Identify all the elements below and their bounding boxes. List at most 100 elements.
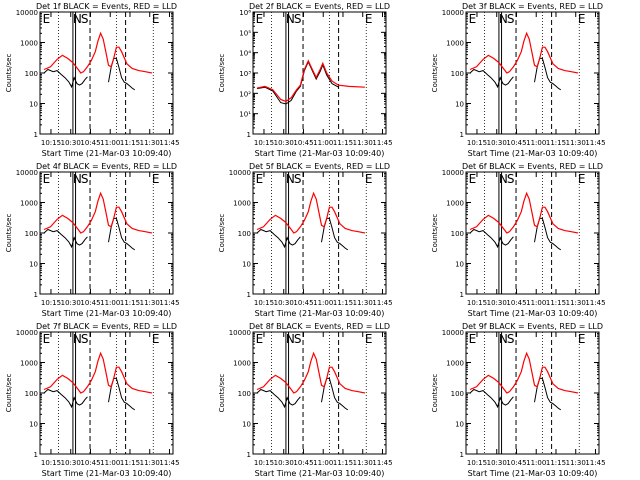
x-tick-label: 11:00 — [313, 139, 333, 147]
panel-det-6f: Det 6f BLACK = Events, RED = LLD Counts/… — [431, 162, 606, 318]
x-tick-label: 11:15 — [546, 459, 566, 467]
series-line-lld — [256, 191, 366, 234]
x-tick-label: 11:30 — [353, 459, 373, 467]
panel-title: Det 2f BLACK = Events, RED = LLD — [249, 2, 390, 11]
y-tick-label: 10000 — [16, 169, 38, 177]
x-axis-label: Start Time (21-Mar-03 10:09:40) — [255, 149, 385, 158]
y-tick-label: 10 — [29, 101, 38, 109]
y-tick-label: 100 — [238, 390, 251, 398]
series-line-lld — [43, 191, 153, 234]
panel-title: Det 5f BLACK = Events, RED = LLD — [249, 162, 390, 171]
y-tick-label: 1 — [460, 451, 464, 459]
x-axis-label: Start Time (21-Mar-03 10:09:40) — [468, 149, 598, 158]
x-tick-label: 11:00 — [100, 299, 120, 307]
y-tick-label: 10000 — [442, 169, 464, 177]
x-tick-label: 10:30 — [274, 299, 294, 307]
y-tick-label: 10¹ — [239, 111, 251, 119]
y-axis-label: Counts/sec — [218, 214, 226, 253]
y-tick-label: 1000 — [446, 40, 464, 48]
marker-label: E — [43, 12, 51, 26]
marker-label: N — [73, 12, 82, 26]
marker-label: E — [578, 12, 586, 26]
y-tick-label: 10² — [239, 90, 251, 98]
x-tick-label: 10:45 — [293, 459, 313, 467]
panel-title: Det 3f BLACK = Events, RED = LLD — [462, 2, 603, 11]
y-tick-label: 1 — [34, 451, 38, 459]
y-tick-label: 1 — [34, 291, 38, 299]
x-tick-label: 10:30 — [61, 139, 81, 147]
marker-label: S — [81, 12, 89, 26]
y-tick-label: 10⁵ — [239, 29, 251, 37]
series-line-lld — [256, 351, 366, 394]
x-tick-label: 10:15 — [254, 139, 274, 147]
series-line-lld — [43, 351, 153, 394]
y-tick-label: 10 — [455, 101, 464, 109]
marker-label: S — [507, 332, 515, 346]
x-tick-label: 11:45 — [585, 299, 605, 307]
y-tick-label: 1000 — [446, 360, 464, 368]
x-tick-label: 11:30 — [140, 299, 160, 307]
series-line-lld — [469, 191, 579, 234]
marker-label: E — [43, 172, 51, 186]
panel-title: Det 4f BLACK = Events, RED = LLD — [36, 162, 177, 171]
x-tick-label: 11:30 — [566, 139, 586, 147]
x-tick-label: 10:45 — [80, 139, 100, 147]
y-tick-label: 1 — [460, 291, 464, 299]
marker-label: N — [286, 172, 295, 186]
marker-label: N — [286, 332, 295, 346]
x-tick-label: 11:15 — [120, 299, 140, 307]
x-tick-label: 11:00 — [526, 299, 546, 307]
x-tick-label: 10:15 — [41, 459, 61, 467]
y-tick-label: 10⁴ — [239, 50, 251, 58]
x-tick-label: 11:15 — [333, 459, 353, 467]
series-line-events — [256, 60, 339, 105]
panel-det-7f: Det 7f BLACK = Events, RED = LLD Counts/… — [5, 322, 180, 478]
marker-label: N — [286, 12, 295, 26]
x-tick-label: 10:30 — [61, 459, 81, 467]
x-axis-label: Start Time (21-Mar-03 10:09:40) — [42, 309, 172, 318]
x-tick-label: 11:15 — [333, 139, 353, 147]
x-tick-label: 10:15 — [467, 459, 487, 467]
marker-label: S — [81, 172, 89, 186]
x-tick-label: 11:30 — [140, 139, 160, 147]
x-tick-label: 10:15 — [254, 299, 274, 307]
y-tick-label: 1 — [460, 131, 464, 139]
marker-label: N — [499, 172, 508, 186]
y-tick-label: 10000 — [16, 329, 38, 337]
x-tick-label: 11:45 — [585, 139, 605, 147]
x-tick-label: 11:30 — [566, 299, 586, 307]
y-axis-label: Counts/sec — [218, 54, 226, 93]
y-axis-label: Counts/sec — [431, 214, 439, 253]
marker-label: E — [152, 12, 160, 26]
panel-det-4f: Det 4f BLACK = Events, RED = LLD Counts/… — [5, 162, 180, 318]
y-tick-label: 10 — [242, 261, 251, 269]
marker-label: S — [294, 172, 302, 186]
x-axis-label: Start Time (21-Mar-03 10:09:40) — [468, 469, 598, 478]
x-tick-label: 11:00 — [526, 459, 546, 467]
x-tick-label: 11:00 — [526, 139, 546, 147]
y-tick-label: 100 — [25, 230, 38, 238]
y-tick-label: 10 — [29, 261, 38, 269]
marker-label: E — [469, 172, 477, 186]
x-tick-label: 10:30 — [61, 299, 81, 307]
y-tick-label: 100 — [25, 70, 38, 78]
marker-label: E — [578, 172, 586, 186]
y-tick-label: 100 — [451, 230, 464, 238]
y-axis-label: Counts/sec — [218, 374, 226, 413]
x-tick-label: 10:45 — [80, 459, 100, 467]
panel-title: Det 7f BLACK = Events, RED = LLD — [36, 322, 177, 331]
marker-label: S — [507, 12, 515, 26]
y-tick-label: 1 — [247, 131, 251, 139]
x-tick-label: 11:00 — [313, 459, 333, 467]
y-tick-label: 10000 — [442, 329, 464, 337]
y-tick-label: 10 — [455, 421, 464, 429]
marker-label: N — [73, 332, 82, 346]
x-tick-label: 10:45 — [506, 139, 526, 147]
panel-title: Det 9f BLACK = Events, RED = LLD — [462, 322, 603, 331]
marker-label: N — [499, 12, 508, 26]
y-axis-label: Counts/sec — [5, 374, 13, 413]
marker-label: E — [152, 172, 160, 186]
marker-label: S — [507, 172, 515, 186]
series-line-lld — [469, 31, 579, 74]
